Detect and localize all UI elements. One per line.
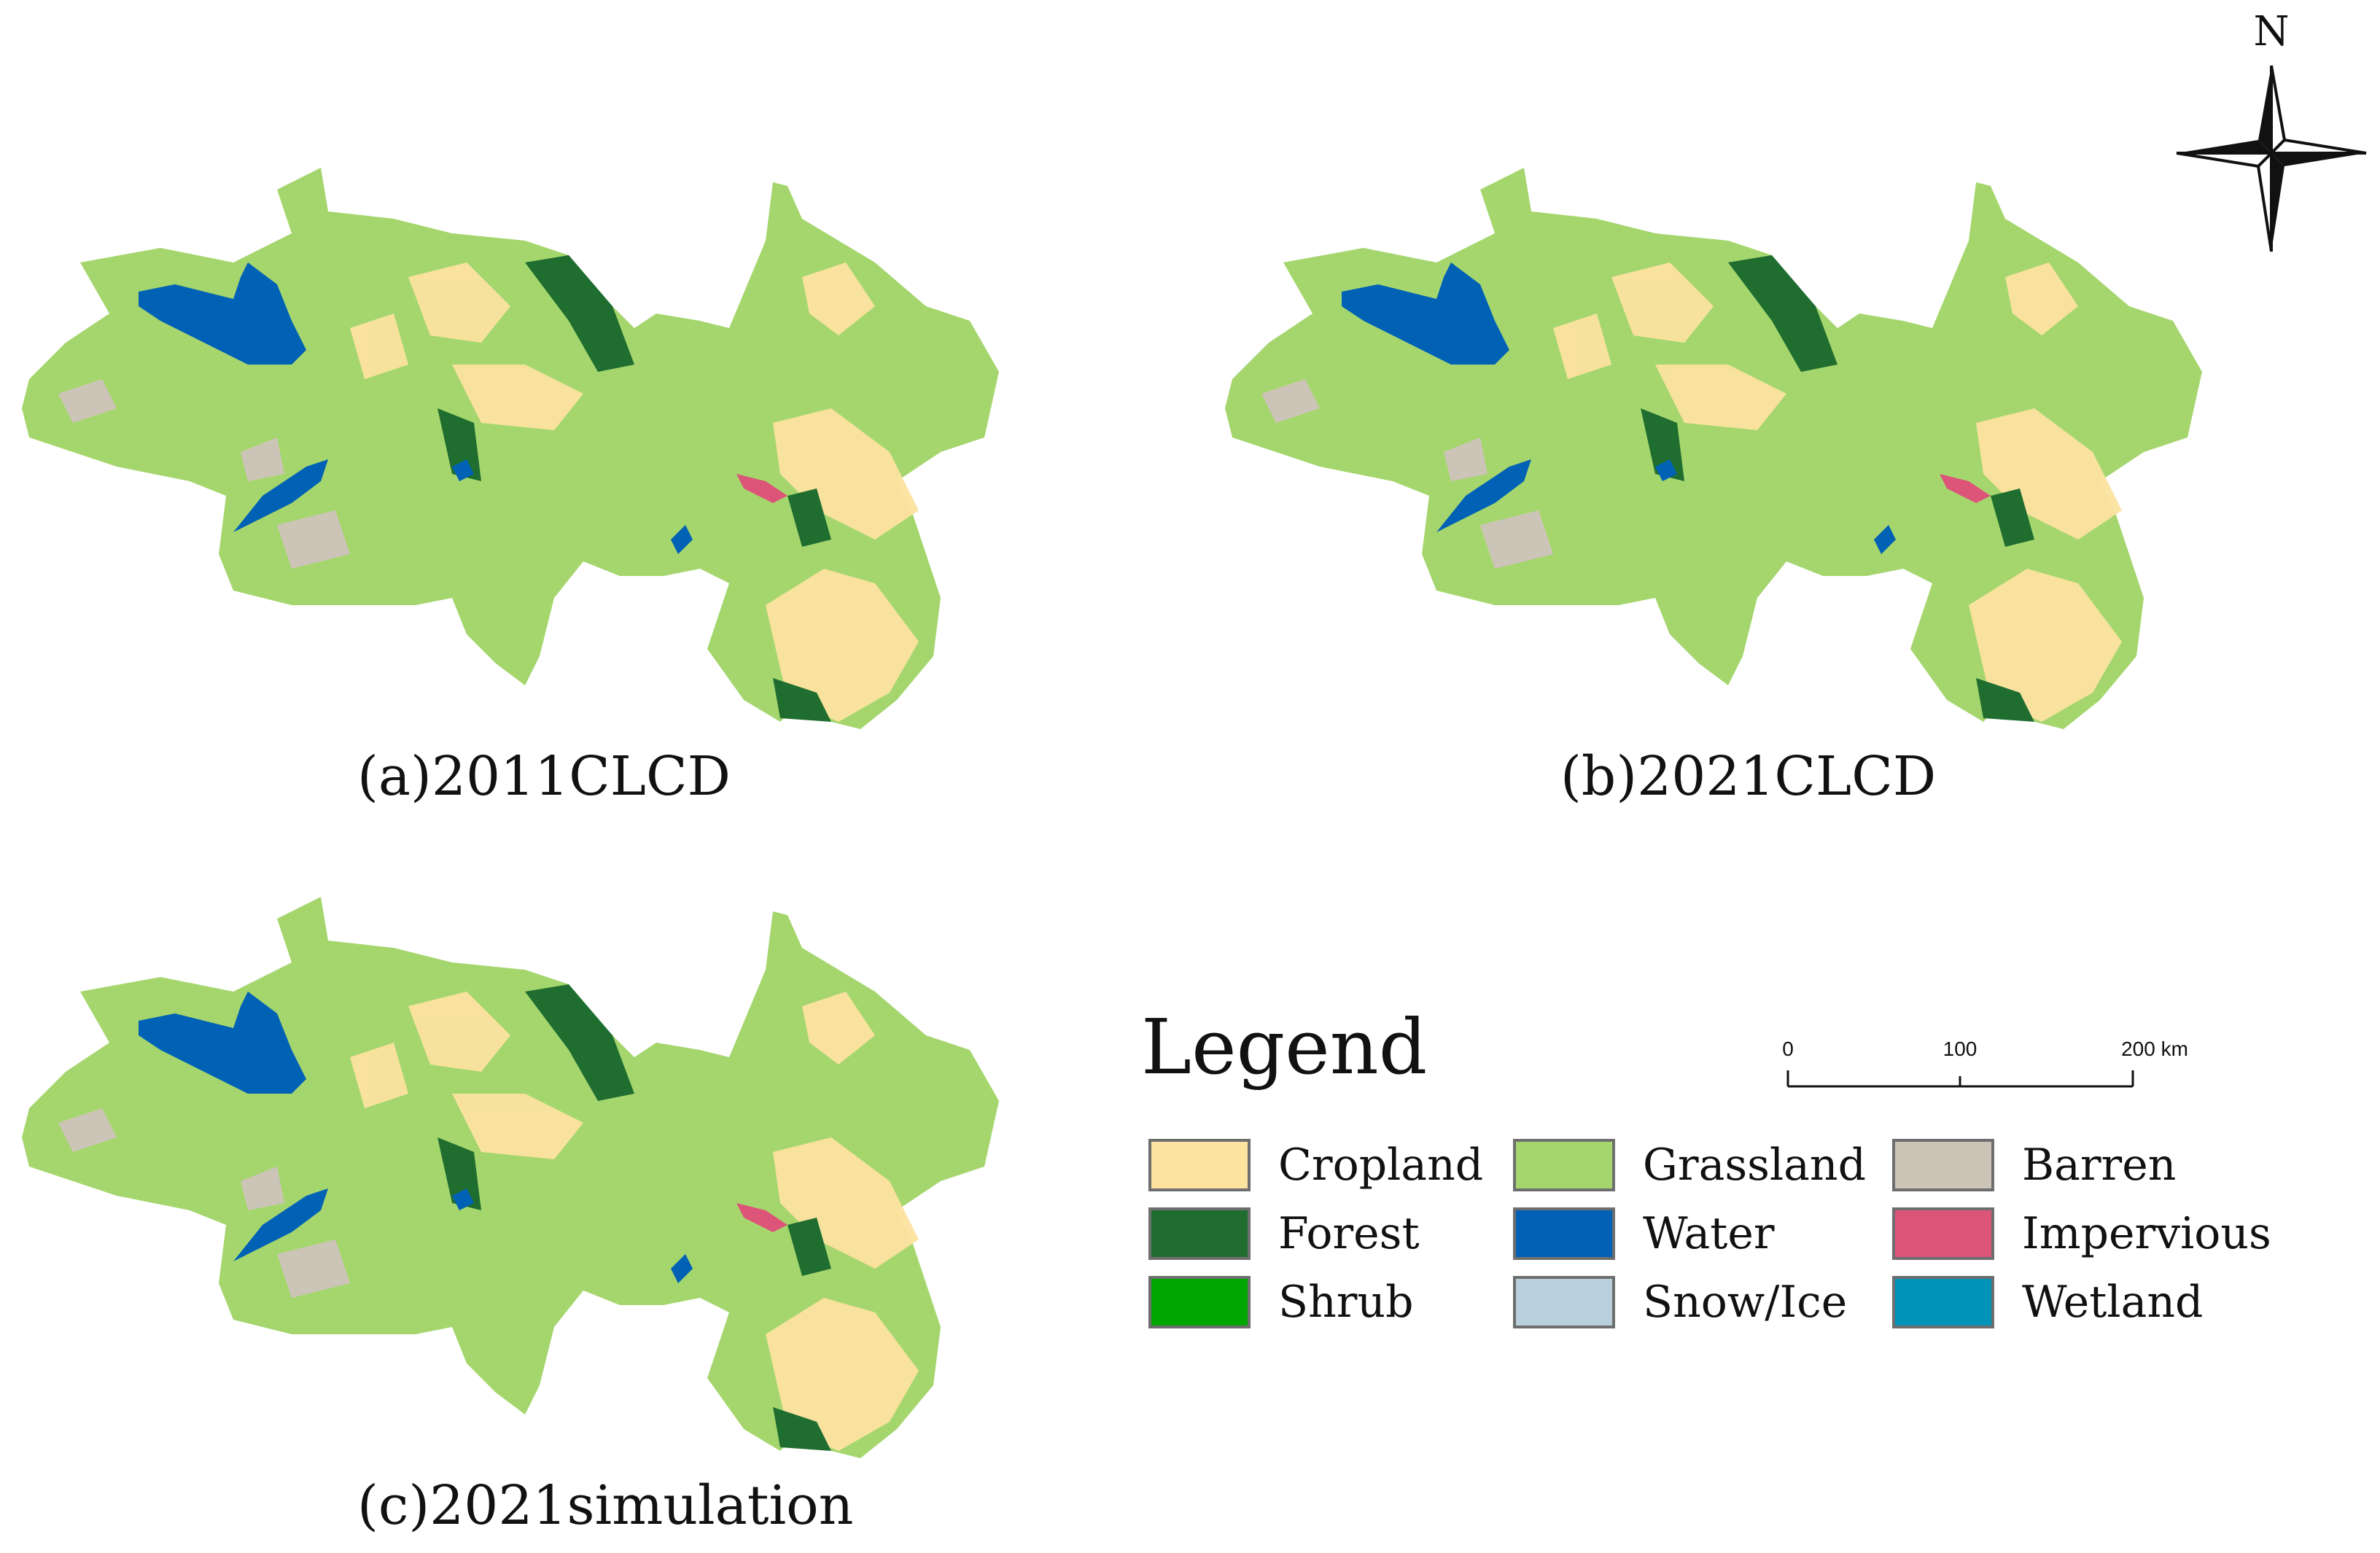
map-a-caption: (a)2011CLCD	[357, 745, 731, 808]
scale-tick-200: 200 km	[2121, 1038, 2188, 1060]
map-a: (a)2011CLCD	[22, 168, 999, 808]
water-bodies	[139, 992, 693, 1283]
legend-item-impervious: Impervious	[1892, 1204, 2271, 1263]
map-c-caption: (c)2021simulation	[357, 1474, 853, 1537]
legend-item-wetland: Wetland	[1892, 1273, 2203, 1331]
legend-swatch-impervious	[1892, 1207, 1994, 1260]
legend-label-grassland: Grassland	[1643, 1140, 1866, 1191]
legend-swatch-snow-ice	[1513, 1276, 1615, 1328]
legend-item-forest: Forest	[1148, 1204, 1420, 1263]
impervious-patches	[736, 474, 788, 503]
legend-label-shrub: Shrub	[1278, 1277, 1414, 1328]
north-label: N	[2254, 8, 2290, 55]
impervious-patches	[1940, 474, 1991, 503]
legend-swatch-water	[1513, 1207, 1615, 1260]
water-bodies	[139, 262, 693, 554]
north-arrow-icon: N	[2176, 8, 2367, 252]
legend-item-snow-ice: Snow/Ice	[1513, 1273, 1847, 1331]
cropland-patches	[1553, 262, 2122, 722]
legend-item-cropland: Cropland	[1148, 1136, 1483, 1194]
cropland-patches	[350, 262, 919, 722]
legend-swatch-forest	[1148, 1207, 1251, 1260]
map-b-caption: (b)2021CLCD	[1560, 745, 1936, 808]
legend-item-grassland: Grassland	[1513, 1136, 1866, 1194]
legend-item-shrub: Shrub	[1148, 1273, 1413, 1331]
scale-tick-100: 100	[1943, 1038, 1978, 1060]
impervious-patches	[736, 1203, 788, 1232]
legend-swatch-cropland	[1148, 1139, 1251, 1191]
legend-label-wetland: Wetland	[2022, 1277, 2204, 1328]
legend-label-impervious: Impervious	[2022, 1208, 2271, 1259]
legend-item-barren: Barren	[1892, 1136, 2176, 1194]
legend-label-snow-ice: Snow/Ice	[1643, 1277, 1848, 1328]
legend-label-cropland: Cropland	[1278, 1140, 1484, 1191]
legend-swatch-wetland	[1892, 1276, 1994, 1328]
scale-tick-0: 0	[1782, 1038, 1794, 1060]
water-bodies	[1342, 262, 1896, 554]
cropland-patches	[350, 992, 919, 1451]
forest-patches	[438, 255, 831, 722]
legend-label-barren: Barren	[2022, 1140, 2177, 1191]
legend-item-water: Water	[1513, 1204, 1775, 1263]
legend-swatch-grassland	[1513, 1139, 1615, 1191]
legend-swatch-shrub	[1148, 1276, 1251, 1328]
forest-patches	[438, 984, 831, 1451]
barren-patches	[58, 379, 350, 569]
barren-patches	[1261, 379, 1553, 569]
map-c: (c)2021simulation	[22, 897, 999, 1537]
map-b: (b)2021CLCD	[1225, 168, 2202, 808]
scale-bar: 0 100 200 km	[1782, 1038, 2188, 1088]
legend-label-forest: Forest	[1278, 1208, 1420, 1259]
legend-label-water: Water	[1643, 1208, 1775, 1259]
legend-title: Legend	[1141, 1003, 1428, 1091]
barren-patches	[58, 1108, 350, 1298]
legend-swatch-barren	[1892, 1139, 1994, 1191]
forest-patches	[1641, 255, 2034, 722]
